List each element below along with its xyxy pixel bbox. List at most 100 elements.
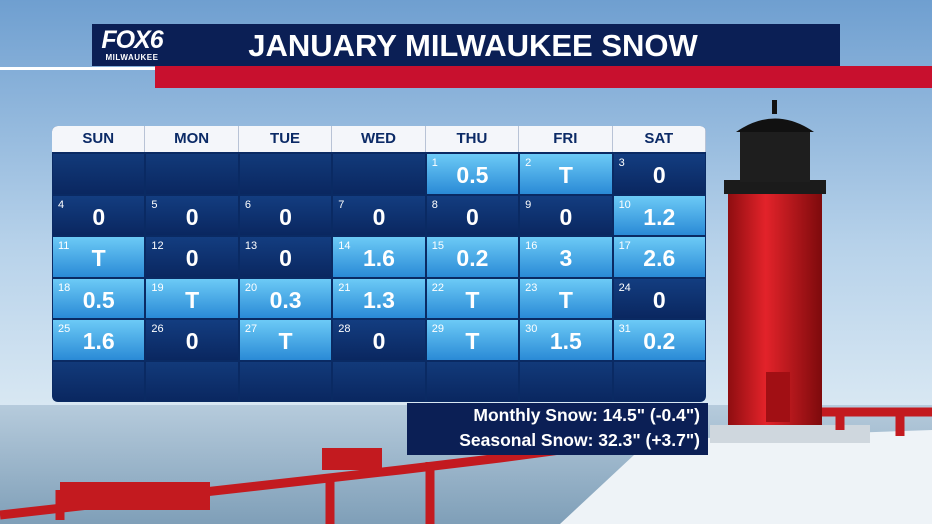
day-cell: 22 T [426, 278, 519, 318]
empty-cell [426, 361, 519, 401]
snow-amount: 0 [92, 203, 106, 230]
day-cell: 26 0 [146, 320, 238, 360]
day-number: 11 [58, 240, 70, 252]
day-number: 16 [525, 240, 538, 252]
snow-amount: 0.5 [82, 286, 115, 313]
snow-amount: 2.6 [643, 245, 676, 271]
day-cell: 14 1.6 [333, 237, 425, 277]
snow-amount: 0.2 [643, 328, 676, 354]
day-cell: 12 0 [146, 237, 238, 277]
snow-amount: 0 [185, 245, 199, 271]
empty-cell [333, 361, 425, 401]
empty-cell [146, 361, 238, 401]
snow-amount: 0 [559, 203, 573, 230]
snow-amount: 1.3 [363, 286, 395, 313]
day-number: 3 [618, 157, 625, 169]
day-number: 19 [151, 281, 164, 294]
snow-amount: 0 [652, 286, 666, 313]
snow-amount: T [558, 286, 573, 313]
snow-amount: 3 [559, 245, 573, 271]
day-number: 10 [618, 198, 631, 211]
weekday-header: SUN [52, 126, 146, 152]
snow-amount: T [558, 162, 573, 188]
empty-cell [53, 361, 145, 401]
day-cell: 24 0 [613, 278, 705, 318]
day-number: 8 [431, 198, 438, 211]
day-number: 6 [244, 198, 251, 211]
snow-amount: 0 [466, 203, 479, 230]
day-cell: 29 T [426, 320, 519, 360]
day-cell: 28 0 [333, 320, 425, 360]
empty-cell [520, 361, 612, 401]
day-cell: 1 0.5 [426, 154, 519, 194]
summary-box: Monthly Snow: 14.5" (-0.4") Seasonal Sno… [407, 403, 708, 455]
snow-amount: 1.6 [363, 245, 395, 271]
snow-amount: 0.5 [456, 162, 489, 188]
day-cell: 13 0 [239, 237, 332, 277]
snow-amount: T [278, 328, 293, 354]
day-cell: 20 0.3 [239, 278, 332, 318]
weekday-header: WED [332, 126, 426, 152]
snow-amount: 0 [372, 328, 386, 354]
weekday-header: SAT [612, 126, 706, 152]
day-cell: 19 T [146, 278, 238, 318]
day-number: 28 [338, 323, 351, 335]
day-cell: 21 1.3 [333, 278, 425, 318]
snow-amount: 0 [279, 203, 292, 230]
accent-line [0, 67, 155, 70]
snow-amount: 0 [185, 203, 199, 230]
snow-amount: 1.6 [82, 328, 115, 354]
weekday-header: MON [145, 126, 239, 152]
day-number: 13 [244, 240, 258, 252]
snow-amount: 0.2 [456, 245, 489, 271]
day-cell: 31 0.2 [613, 320, 705, 360]
snow-amount: T [185, 286, 200, 313]
empty-cell [333, 154, 425, 194]
day-number: 5 [151, 198, 158, 211]
snow-amount: 0 [652, 162, 666, 188]
day-number: 25 [58, 323, 71, 335]
day-cell: 25 1.6 [53, 320, 145, 360]
day-number: 30 [525, 323, 538, 335]
day-cell: 18 0.5 [53, 278, 145, 318]
calendar: SUN MON TUE WED THU FRI SAT 1 0.5 2 T 3 0 4 0 5 0 6 0 7 0 8 0 9… [52, 126, 706, 402]
title: JANUARY MILWAUKEE SNOW [248, 28, 698, 63]
snow-amount: T [465, 286, 480, 313]
day-number: 21 [338, 281, 351, 294]
seasonal-summary: Seasonal Snow: 32.3" (+3.7") [459, 430, 700, 450]
day-number: 9 [525, 198, 532, 211]
day-number: 14 [338, 240, 351, 252]
day-cell: 15 0.2 [426, 237, 519, 277]
empty-cell [239, 361, 332, 401]
day-cell: 23 T [520, 278, 612, 318]
snow-amount: T [91, 245, 106, 271]
day-number: 7 [338, 198, 345, 211]
logo-brand: FOX6 [101, 26, 163, 54]
red-bar [155, 66, 932, 88]
weekday-header: TUE [238, 126, 333, 152]
snow-amount: 1.2 [643, 203, 676, 230]
title-bar [92, 24, 840, 66]
empty-cell [146, 154, 238, 194]
day-number: 1 [431, 157, 438, 169]
day-number: 18 [58, 281, 71, 294]
snow-amount: 0.3 [269, 286, 302, 313]
day-number: 23 [525, 281, 538, 294]
weekday-header: FRI [519, 126, 613, 152]
day-number: 15 [431, 240, 444, 252]
day-number: 29 [431, 323, 444, 335]
day-number: 12 [151, 240, 164, 252]
day-cell: 30 1.5 [520, 320, 612, 360]
day-number: 17 [618, 240, 631, 252]
snow-amount: T [465, 328, 480, 354]
empty-cell [53, 154, 145, 194]
